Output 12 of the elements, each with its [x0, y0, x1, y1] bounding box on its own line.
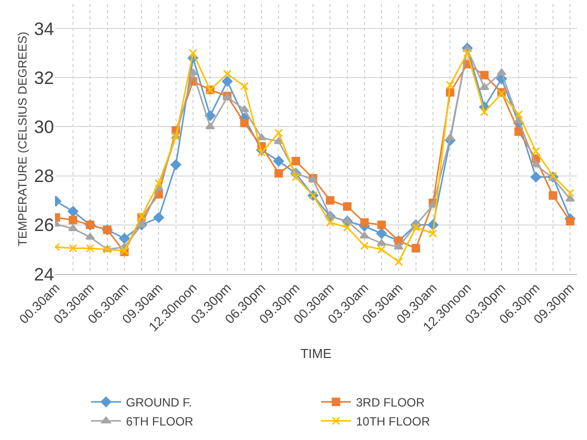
legend-label: 6TH FLOOR [126, 414, 194, 429]
y-tick-label: 26 [34, 215, 54, 236]
legend-label: 3RD FLOOR [356, 396, 426, 410]
y-axis-title: TEMPERATURE (CELSIUS DEGREES) [15, 32, 30, 246]
legend-label: 10TH FLOOR [356, 414, 430, 429]
y-tick-label: 28 [34, 166, 54, 186]
y-tick-label: 34 [34, 18, 54, 39]
x-axis-title: TIME [300, 346, 332, 361]
y-tick-label: 30 [34, 117, 54, 138]
y-tick-label: 32 [34, 68, 54, 88]
y-tick-label: 24 [34, 264, 54, 284]
legend-label: GROUND F. [126, 396, 192, 410]
